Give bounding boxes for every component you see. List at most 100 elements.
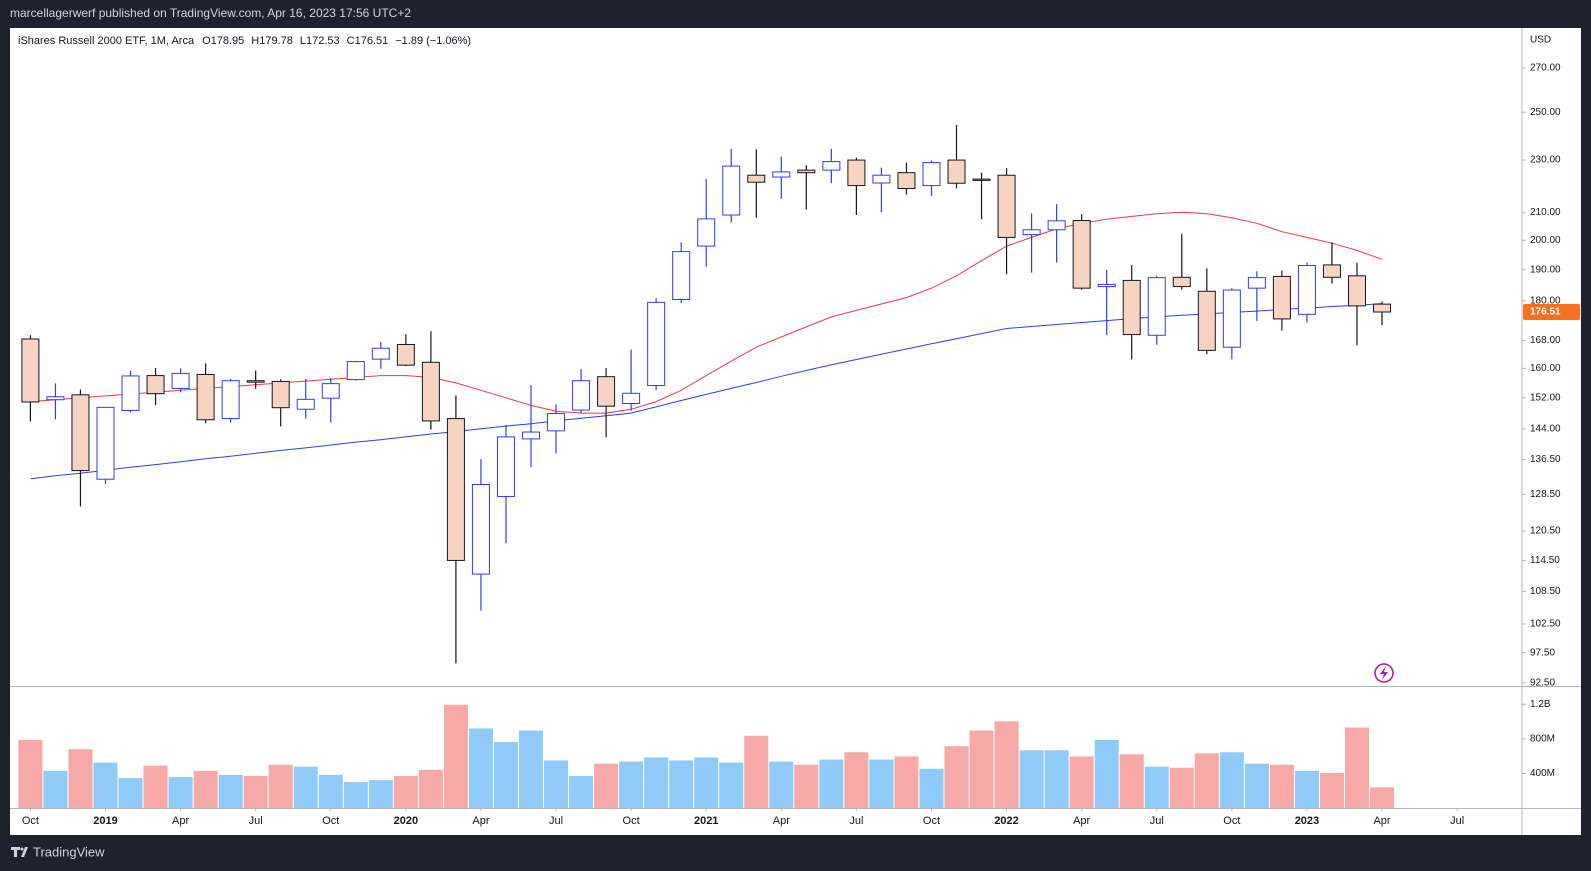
candle-body [171,372,190,389]
x-tick-label: Jul [849,815,863,827]
legend-open: O178.95 [202,35,244,47]
last-price-label: 176.51 [1530,307,1561,318]
last-price-box [1523,304,1580,321]
y-tick-label: 160.00 [1530,363,1561,374]
candle-body [146,375,165,395]
candle-body [196,373,215,421]
candle-body [672,251,691,300]
x-tick-label: 2023 [1295,815,1319,827]
x-tick-label: 2022 [994,815,1018,827]
candle-body [321,383,340,399]
candle-body [1297,265,1316,315]
y-tick-label: 200.00 [1530,235,1561,246]
tradingview-logo[interactable]: TradingView [11,844,105,859]
volume-bar [118,778,143,808]
candle-body [246,380,265,383]
volume-bar [694,757,719,808]
x-tick-label: Oct [623,815,640,827]
y-tick-label: 102.50 [1530,619,1561,630]
candle-body [1247,277,1266,289]
candle-body [1172,276,1191,288]
volume-bar [944,746,969,808]
volume-bar [1370,787,1395,808]
candle-body [1072,220,1091,289]
legend-high: H179.78 [251,35,293,47]
volume-bar [1219,752,1244,808]
candle-body [46,396,65,401]
volume-bar [794,764,819,808]
candle-body [421,361,440,422]
x-tick-label: Oct [22,815,39,827]
volume-bar [844,752,869,808]
candle-body [1272,275,1291,320]
candle-body [371,347,390,360]
volume-bar [1244,763,1269,808]
volume-bar [518,730,544,808]
volume-bar [619,761,644,808]
brand: TradingView [33,844,105,859]
volume-bar [919,768,944,808]
y-tick-label: 97.50 [1530,647,1555,658]
candle-body [1322,264,1341,278]
volume-bar [293,766,318,808]
volume-bar [569,776,594,808]
volume-bar [644,757,669,808]
candle-body [1022,229,1041,236]
x-tick-label: Oct [322,815,339,827]
y-tick-label: 136.50 [1530,454,1561,465]
y-tick-label: 114.50 [1530,555,1560,566]
candle-body [647,301,666,386]
y-tick-label: 180.00 [1530,295,1561,306]
volume-bar [1119,754,1144,808]
volume-bar [218,774,243,808]
candle-body [922,162,941,187]
x-tick-label: Jul [1450,815,1464,827]
price-pane [21,124,1392,664]
candle-body [1222,289,1241,348]
y-tick-label: 92.50 [1530,678,1555,689]
volume-bar [18,739,43,808]
volume-bar [493,741,518,808]
volume-bar [443,704,468,808]
candle-body [697,218,716,247]
candle-body [822,161,841,171]
candle-body [947,159,966,184]
y-tick-label: 152.00 [1530,392,1561,403]
volume-bar [418,769,443,808]
candle-body [572,380,591,411]
y-tick-label: 120.50 [1530,526,1561,537]
volume-bar [468,728,493,808]
currency: USD [1530,35,1551,46]
volume-bar [168,777,193,808]
candle-body [471,483,490,575]
candle-body [396,343,415,366]
candle-body [622,392,641,405]
candle-body [847,159,866,187]
volume-bar [594,763,619,808]
lightning-icon[interactable] [1374,663,1394,683]
candle-body [1147,277,1166,336]
x-tick-label: Apr [472,815,489,827]
x-tick-label: Apr [172,815,189,827]
volume-bar [193,770,218,808]
x-tick-label: Apr [773,815,790,827]
volume-bar [93,762,118,808]
volume-bar [343,782,368,808]
candle-body [772,171,791,178]
candle-body [897,172,916,189]
volume-bar [1169,767,1194,808]
volume-bar [393,776,418,808]
volume-bar [769,761,794,808]
volume-bar [1194,753,1219,808]
volume-bar [368,780,393,808]
candle-body [1347,275,1366,307]
y-tick-label: 168.00 [1530,335,1561,346]
candle-body [296,398,315,410]
candle-body [346,361,365,381]
y-tick-label: 270.00 [1530,63,1561,74]
volume-bar [744,735,769,808]
volume-bar [819,759,844,808]
volume-bar [1269,764,1294,808]
volume-bar [318,774,343,808]
